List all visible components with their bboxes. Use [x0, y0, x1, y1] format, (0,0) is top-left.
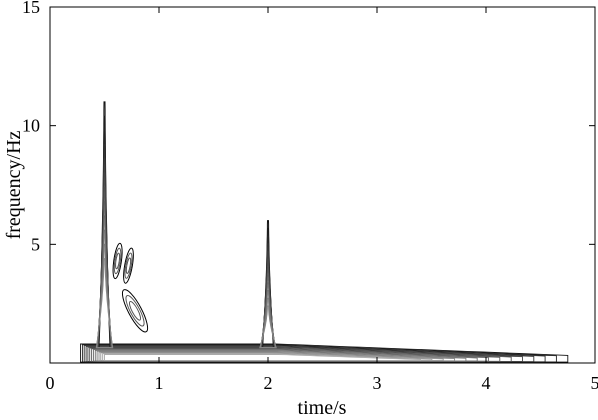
spike-contour-2 [259, 305, 277, 349]
x-tick-label: 1 [155, 373, 164, 393]
blob-contour [121, 289, 149, 333]
x-tick-label: 2 [264, 373, 273, 393]
y-axis-label: frequency/Hz [3, 130, 25, 239]
spike-contour-1 [95, 258, 114, 349]
y-tick-label: 15 [22, 0, 40, 17]
x-tick-label: 4 [482, 373, 491, 393]
x-tick-label: 3 [373, 373, 382, 393]
x-tick-label: 5 [591, 373, 598, 393]
y-tick-label: 5 [31, 234, 40, 254]
blob-contour [113, 247, 122, 275]
y-tick-label: 10 [22, 116, 40, 136]
tick-marks [50, 7, 595, 363]
x-axis-label: time/s [298, 397, 347, 419]
y-tick-labels: 5 10 15 [22, 0, 40, 254]
x-tick-labels: 0 1 2 3 4 5 [46, 373, 598, 393]
blob-contour [112, 242, 123, 280]
blob-contour [128, 300, 142, 321]
band-contour [104, 354, 422, 361]
blob-contour [123, 247, 134, 284]
blob-contour [115, 252, 121, 270]
blob-contour [125, 257, 132, 274]
plot-frame [49, 6, 596, 364]
contour-layer [80, 101, 569, 363]
x-tick-label: 0 [46, 373, 55, 393]
blob-contour [125, 295, 145, 327]
blob-contour [124, 252, 133, 279]
